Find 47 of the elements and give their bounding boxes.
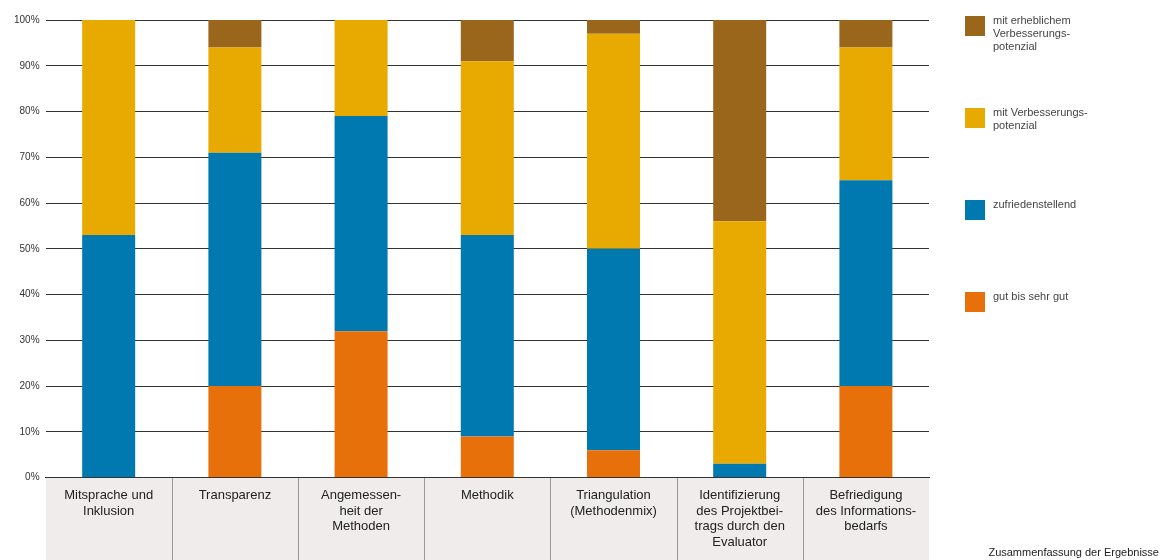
bar <box>460 61 514 236</box>
bar <box>839 20 893 48</box>
bar <box>334 331 388 478</box>
bar <box>839 47 893 181</box>
x-tick-label: Methodik <box>460 486 515 502</box>
y-tick-label: 10% <box>19 425 40 437</box>
y-tick-label: 60% <box>19 196 40 208</box>
x-tick-label: Identifizierung des Projektbei- trags durch den Evaluator <box>694 486 785 549</box>
bar <box>713 221 767 464</box>
bar <box>82 20 136 236</box>
y-tick-label: 100% <box>14 13 40 25</box>
bar <box>334 116 388 332</box>
bar <box>208 47 262 153</box>
bar <box>460 436 514 478</box>
bar <box>586 20 640 34</box>
legend-label: mit Verbesserungs- potenzial <box>993 106 1088 132</box>
y-tick-label: 20% <box>19 379 40 391</box>
legend-label: mit erheblichem Verbesserungs- potenzial <box>993 14 1071 53</box>
y-tick-label: 40% <box>19 288 40 300</box>
bar <box>713 20 767 222</box>
x-tick-label: Triangulation (Methodenmix) <box>570 486 657 518</box>
x-tick-label: Mitsprache und Inklusion <box>64 486 154 518</box>
bar <box>586 33 640 249</box>
x-tick-label: Befriedigung des Informations- bedarfs <box>815 486 917 534</box>
bar <box>208 386 262 478</box>
bar <box>839 180 893 387</box>
bar <box>334 20 388 117</box>
y-tick-label: 80% <box>19 105 40 117</box>
bar <box>82 235 136 478</box>
legend-label: gut bis sehr gut <box>993 290 1069 303</box>
legend-label: zufriedenstellend <box>993 198 1077 211</box>
y-tick-label: 90% <box>19 59 40 71</box>
text: Zusammenfassung der Ergebnisse <box>988 546 1159 558</box>
y-tick-label: 70% <box>19 151 40 163</box>
bar <box>208 20 262 48</box>
bar <box>586 450 640 478</box>
bar <box>460 20 514 62</box>
x-tick-label: Angemessen- heit der Methoden <box>320 486 402 534</box>
bar <box>460 235 514 437</box>
y-tick-label: 50% <box>19 242 40 254</box>
bar <box>586 248 640 451</box>
bar <box>713 463 767 478</box>
x-tick-label: Transparenz <box>198 486 272 502</box>
y-tick-label: 0% <box>25 471 40 483</box>
y-tick-label: 30% <box>19 334 40 346</box>
bar <box>839 386 893 478</box>
bar <box>208 152 262 387</box>
